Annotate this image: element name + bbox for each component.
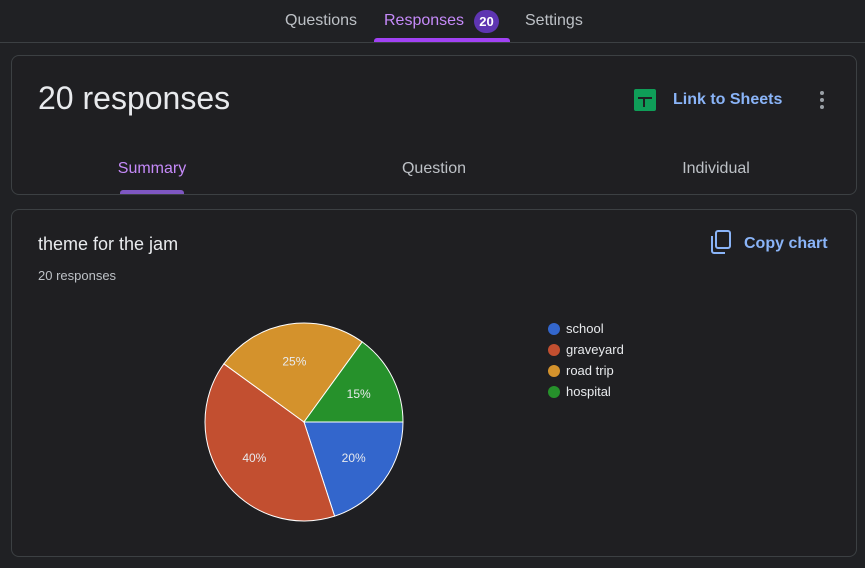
legend-label: hospital xyxy=(566,384,611,399)
legend-item[interactable]: graveyard xyxy=(548,339,624,360)
chart-legend: school graveyard road trip hospital xyxy=(548,318,624,402)
pie-slice-hospital[interactable] xyxy=(303,341,404,423)
legend-label: school xyxy=(566,321,604,336)
responses-count-title: 20 responses xyxy=(38,80,231,116)
sheets-icon xyxy=(634,89,656,111)
responses-count-badge: 20 xyxy=(474,10,499,33)
legend-swatch xyxy=(548,364,560,377)
copy-chart-button[interactable]: Copy chart xyxy=(710,229,828,259)
legend-label: road trip xyxy=(566,363,614,378)
pie-slice-label: 25% xyxy=(282,354,306,368)
question-summary-card: theme for the jam 20 responses Copy char… xyxy=(11,209,857,557)
tab-responses[interactable]: Responses xyxy=(384,12,465,29)
question-response-count: 20 responses xyxy=(38,268,117,283)
subtab-question[interactable]: Question xyxy=(401,160,467,177)
responses-summary-card: 20 responses Link to Sheets Summary Ques… xyxy=(11,55,857,195)
more-vert-icon[interactable] xyxy=(812,88,832,112)
link-to-sheets-label: Link to Sheets xyxy=(673,91,783,108)
legend-item[interactable]: school xyxy=(548,318,624,339)
pie-slice-label: 20% xyxy=(342,451,366,465)
copy-icon xyxy=(710,229,732,259)
tab-settings[interactable]: Settings xyxy=(525,12,583,29)
subtab-individual[interactable]: Individual xyxy=(682,160,750,177)
pie-slice-label: 15% xyxy=(347,387,371,401)
legend-swatch xyxy=(548,385,560,398)
legend-item[interactable]: road trip xyxy=(548,360,624,381)
legend-swatch xyxy=(548,343,560,356)
link-to-sheets-button[interactable]: Link to Sheets xyxy=(634,86,782,114)
top-nav: Questions Responses 20 Settings xyxy=(0,0,865,43)
subtab-summary[interactable]: Summary xyxy=(117,160,187,177)
legend-swatch xyxy=(548,322,560,335)
pie-slice-graveyard[interactable] xyxy=(204,363,336,522)
active-subtab-indicator xyxy=(120,190,184,194)
legend-item[interactable]: hospital xyxy=(548,381,624,402)
question-title: theme for the jam xyxy=(38,234,179,254)
tab-questions[interactable]: Questions xyxy=(285,12,358,29)
pie-slice-road-trip[interactable] xyxy=(223,322,363,423)
legend-label: graveyard xyxy=(566,342,624,357)
pie-chart: 20% 40% 25% 15% xyxy=(204,322,404,522)
pie-slice-school[interactable] xyxy=(303,421,404,517)
pie-slice-label: 40% xyxy=(242,451,266,465)
active-tab-indicator xyxy=(374,38,510,42)
copy-chart-label: Copy chart xyxy=(744,235,828,252)
